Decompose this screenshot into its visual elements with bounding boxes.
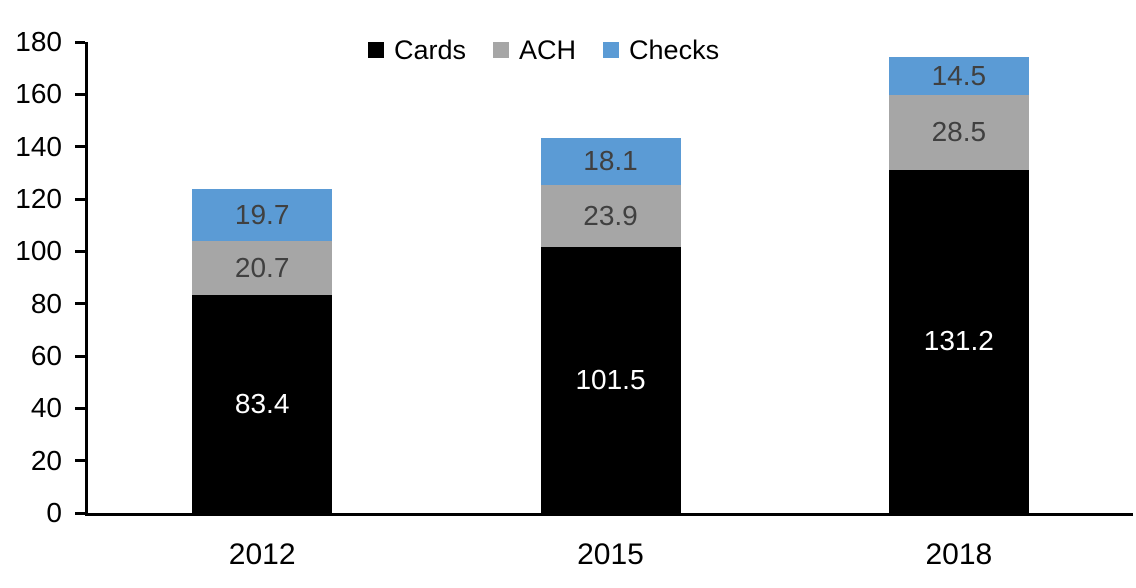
data-label: 83.4 <box>234 387 290 419</box>
legend-label: Checks <box>629 35 720 65</box>
chart-legend: Cards ACH Checks <box>368 36 719 64</box>
x-axis-category-label: 2018 <box>925 538 993 571</box>
data-label: 131.2 <box>923 325 994 357</box>
y-axis-tick-label: 20 <box>30 444 62 476</box>
y-axis-tick <box>75 459 85 463</box>
bar-segment-cards-2018: 131.2 <box>888 169 1029 513</box>
y-axis-line <box>85 42 88 516</box>
y-axis-tick <box>75 354 85 358</box>
legend-label: Cards <box>394 35 467 65</box>
data-label: 28.5 <box>931 116 987 148</box>
bar-segment-cards-2012: 83.4 <box>192 294 333 513</box>
y-axis-tick-label: 140 <box>15 130 62 162</box>
y-axis-tick <box>75 197 85 201</box>
data-label: 23.9 <box>583 200 638 232</box>
bar-segment-checks-2012: 19.7 <box>192 189 333 241</box>
bar-segment-checks-2018: 14.5 <box>888 57 1029 96</box>
y-axis-tick-label: 60 <box>30 340 62 371</box>
data-label: 101.5 <box>575 364 646 396</box>
x-axis-category-label: 2012 <box>228 538 296 571</box>
legend-label: ACH <box>519 35 577 65</box>
y-axis-tick-label: 0 <box>46 497 62 528</box>
bar-segment-ach-2018: 28.5 <box>888 95 1029 170</box>
x-axis-category-label: 2015 <box>577 538 644 571</box>
legend-swatch-cards <box>368 42 384 58</box>
y-axis-tick-label: 40 <box>30 392 62 424</box>
y-axis-tick-label: 100 <box>15 235 62 267</box>
y-axis-tick-label: 120 <box>15 183 62 214</box>
bar-segment-checks-2015: 18.1 <box>540 137 681 185</box>
y-axis-tick <box>75 302 85 306</box>
data-label: 14.5 <box>931 60 987 92</box>
legend-swatch-checks <box>603 42 620 58</box>
bar-segment-cards-2015: 101.5 <box>540 247 681 513</box>
data-label: 20.7 <box>234 251 290 283</box>
y-axis-tick <box>75 406 85 410</box>
y-axis-tick <box>75 249 85 253</box>
legend-item-cards: Cards <box>368 36 466 64</box>
bar-segment-ach-2012: 20.7 <box>192 240 333 295</box>
y-axis-tick-label: 80 <box>30 287 62 319</box>
y-axis-tick <box>75 92 85 96</box>
y-axis-tick-label: 180 <box>15 26 62 57</box>
data-label: 18.1 <box>583 145 638 177</box>
y-axis-tick <box>75 511 85 515</box>
legend-item-checks: Checks <box>603 36 719 64</box>
x-axis-line <box>85 513 1133 516</box>
y-axis-tick <box>75 145 85 149</box>
y-axis-tick-label: 160 <box>15 78 62 110</box>
legend-swatch-ach <box>493 42 510 58</box>
bar-segment-ach-2015: 23.9 <box>540 184 681 248</box>
data-label: 19.7 <box>234 198 290 230</box>
legend-item-ach: ACH <box>493 36 576 64</box>
y-axis-tick <box>75 40 85 44</box>
